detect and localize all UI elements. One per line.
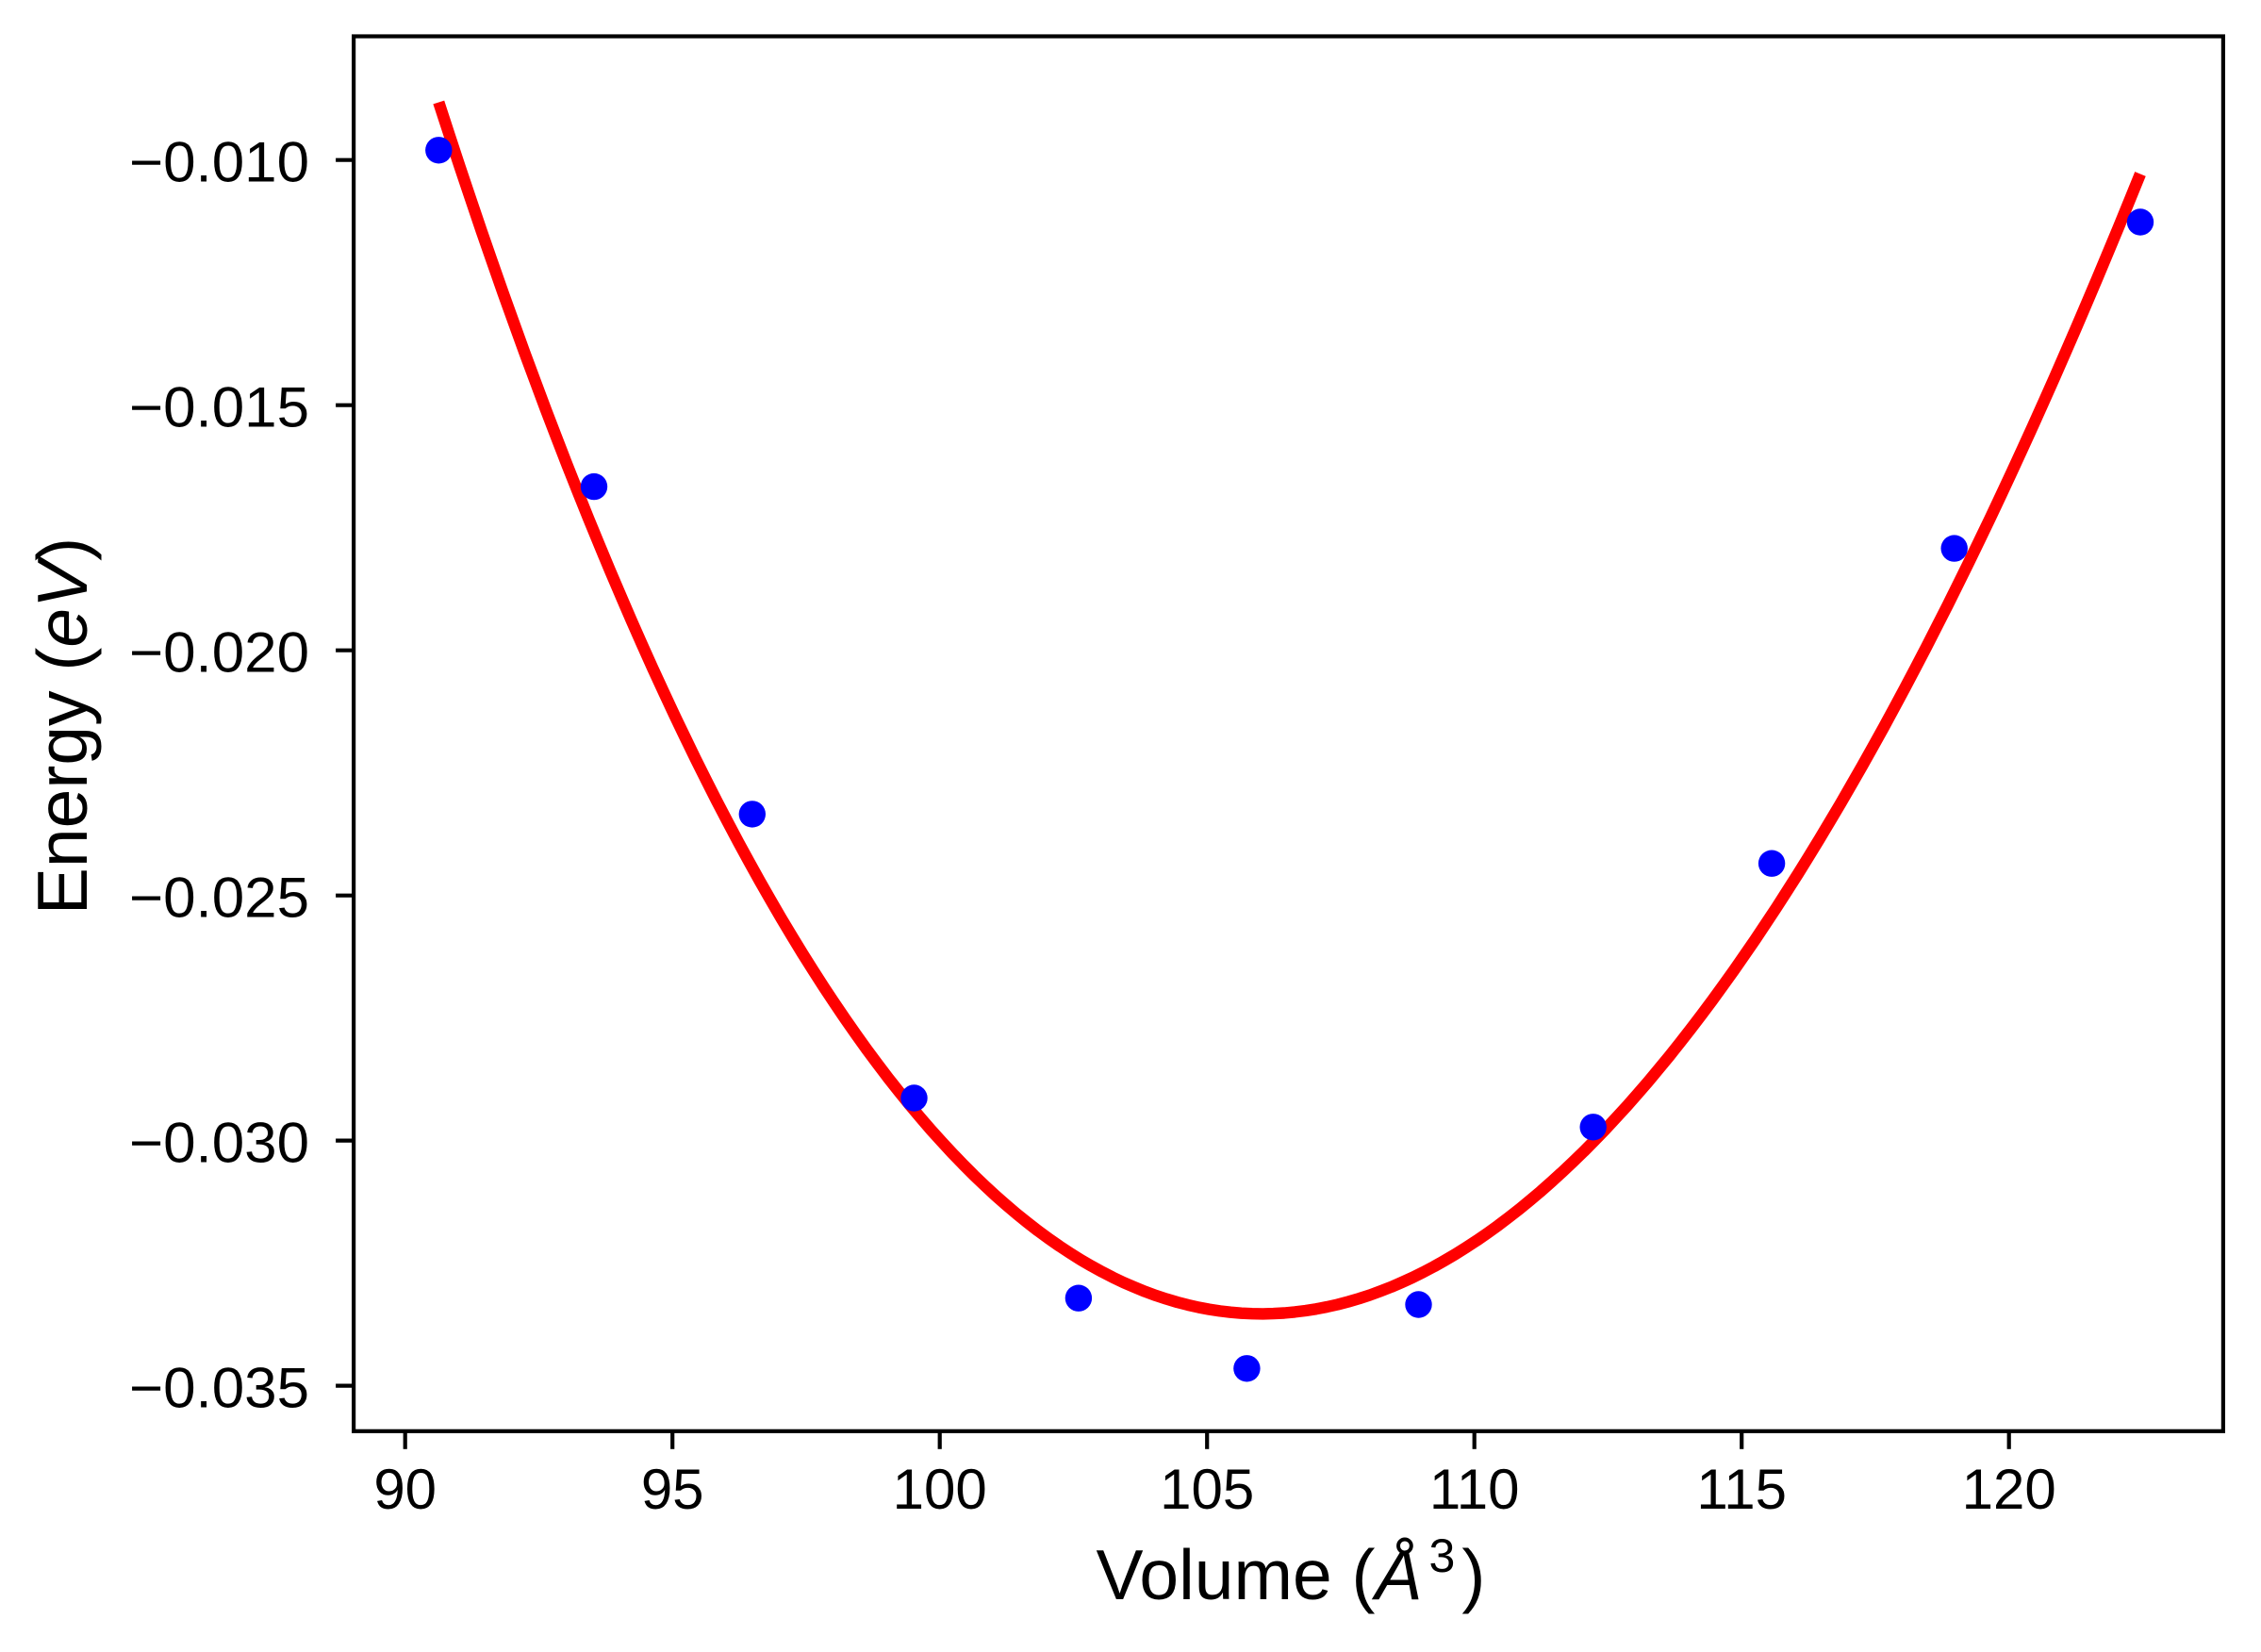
svg-text:−0.030: −0.030 bbox=[129, 1112, 309, 1175]
svg-text:110: 110 bbox=[1429, 1458, 1520, 1521]
svg-text:90: 90 bbox=[373, 1458, 437, 1521]
svg-text:105: 105 bbox=[1160, 1458, 1254, 1521]
svg-text:95: 95 bbox=[641, 1458, 704, 1521]
svg-text:Volume (Å3): Volume (Å 3) bbox=[1097, 1529, 1486, 1614]
svg-text:115: 115 bbox=[1696, 1458, 1787, 1521]
svg-text:120: 120 bbox=[1962, 1458, 2056, 1521]
svg-text:−0.010: −0.010 bbox=[129, 131, 309, 194]
svg-text:−0.020: −0.020 bbox=[129, 621, 309, 685]
svg-text:−0.015: −0.015 bbox=[129, 376, 309, 439]
svg-text:Energy (eV): Energy (eV) bbox=[23, 537, 102, 915]
svg-text:100: 100 bbox=[893, 1458, 987, 1521]
svg-text:−0.025: −0.025 bbox=[129, 867, 309, 930]
svg-text:−0.035: −0.035 bbox=[129, 1357, 309, 1420]
